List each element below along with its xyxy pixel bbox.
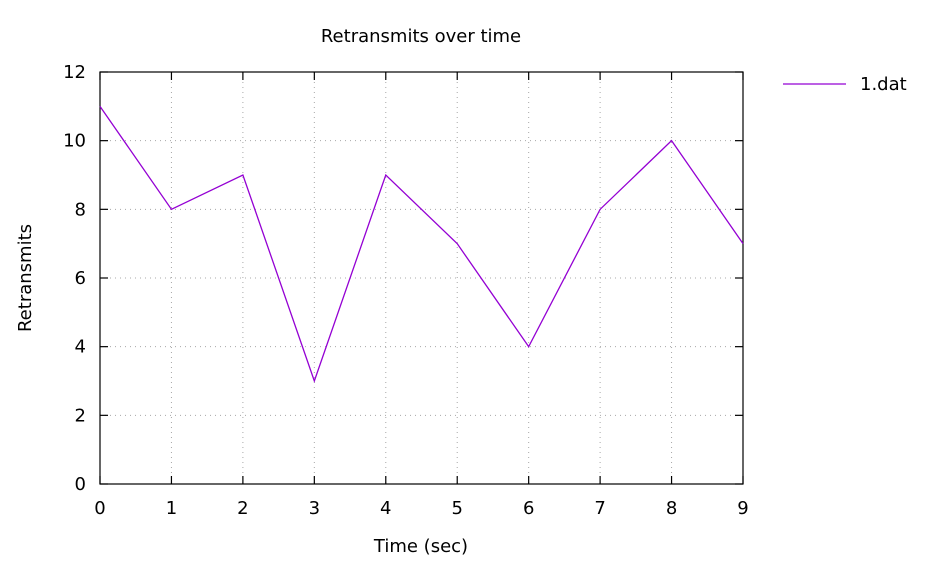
y-axis-tick-labels: 0 2 4 6 8 10 12 bbox=[63, 62, 86, 495]
grid-lines bbox=[100, 72, 743, 484]
y-tick-label-8: 8 bbox=[75, 199, 86, 220]
legend: 1.dat bbox=[783, 74, 907, 95]
x-tick-label-4: 4 bbox=[380, 498, 391, 519]
x-axis-tick-labels: 0 1 2 3 4 5 6 7 8 9 bbox=[94, 498, 748, 519]
series-line-1-dat bbox=[100, 106, 743, 381]
y-tick-label-10: 10 bbox=[63, 131, 86, 152]
x-tick-label-5: 5 bbox=[451, 498, 462, 519]
plot-area-frame bbox=[100, 72, 743, 484]
series-layer bbox=[100, 106, 743, 381]
y-tick-label-6: 6 bbox=[75, 268, 86, 289]
x-axis-title: Time (sec) bbox=[373, 536, 468, 557]
axis-ticks bbox=[100, 72, 743, 484]
x-tick-label-6: 6 bbox=[523, 498, 534, 519]
chart-title: Retransmits over time bbox=[321, 26, 521, 47]
x-tick-label-9: 9 bbox=[737, 498, 748, 519]
y-tick-label-4: 4 bbox=[75, 337, 86, 358]
x-tick-label-7: 7 bbox=[594, 498, 605, 519]
legend-label-1-dat: 1.dat bbox=[860, 74, 907, 95]
y-tick-label-0: 0 bbox=[75, 474, 86, 495]
x-tick-label-0: 0 bbox=[94, 498, 105, 519]
x-tick-label-2: 2 bbox=[237, 498, 248, 519]
y-tick-label-12: 12 bbox=[63, 62, 86, 83]
y-tick-label-2: 2 bbox=[75, 405, 86, 426]
x-tick-label-3: 3 bbox=[309, 498, 320, 519]
y-axis-title: Retransmits bbox=[15, 224, 36, 332]
x-tick-label-8: 8 bbox=[666, 498, 677, 519]
x-tick-label-1: 1 bbox=[166, 498, 177, 519]
